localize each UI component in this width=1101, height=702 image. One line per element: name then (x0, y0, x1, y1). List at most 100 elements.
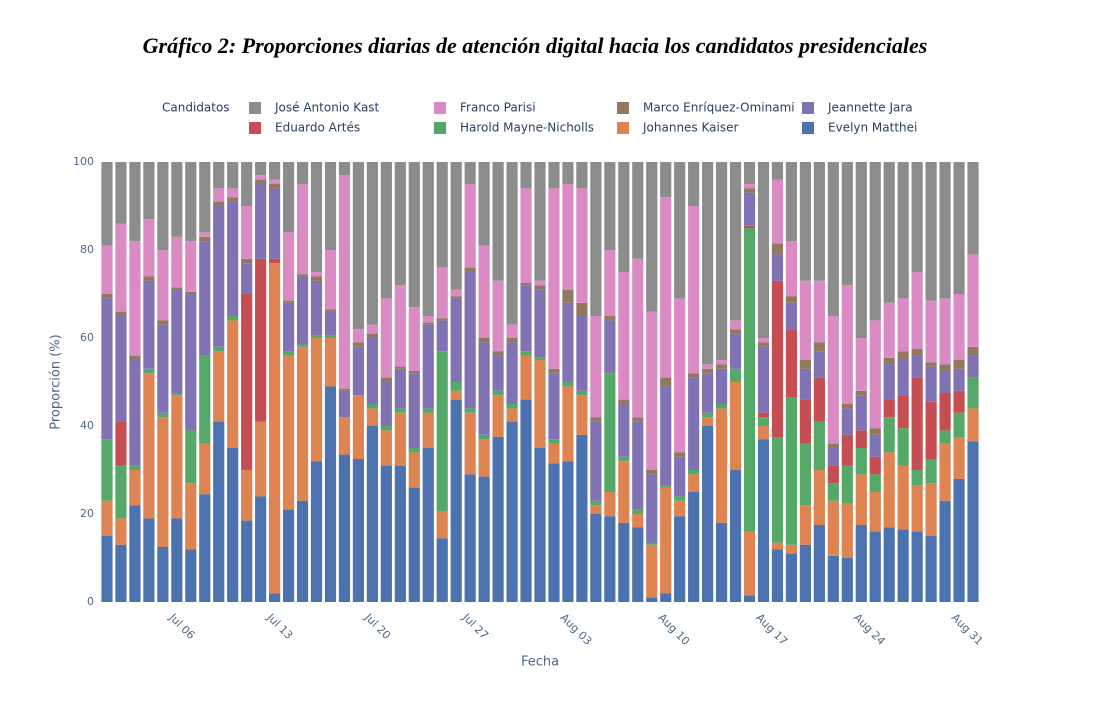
bar-segment (464, 184, 476, 268)
bar-segment (450, 289, 462, 297)
bar-segment (324, 250, 337, 310)
bar-segment (716, 364, 728, 369)
bar-segment (213, 206, 225, 347)
legend-swatch (249, 122, 261, 134)
bar-segment (841, 408, 853, 435)
x-tick-label: Aug 24 (851, 611, 888, 648)
bar-segment (576, 162, 588, 189)
bar-segment (702, 162, 714, 365)
bar-segment (562, 461, 574, 602)
bar-segment (296, 184, 309, 275)
bar-segment (310, 280, 323, 336)
bar-segment (590, 162, 602, 316)
bar-segment (394, 162, 406, 286)
bar-segment (925, 366, 937, 402)
legend-title: Candidatos (162, 101, 230, 115)
bar-segment (674, 500, 686, 517)
bar-segment (604, 516, 616, 602)
bar-segment (925, 536, 937, 602)
bar-segment (757, 417, 770, 426)
bar-segment (296, 500, 309, 602)
bar-segment (883, 357, 895, 365)
bar-segment (771, 280, 784, 437)
bar-segment (171, 393, 183, 396)
bar-segment (827, 448, 839, 466)
bar-segment (478, 338, 490, 343)
bar-segment (702, 373, 714, 413)
bar-segment (967, 162, 979, 255)
bar-segment (716, 408, 728, 523)
bar-segment (562, 289, 574, 303)
bar-segment (101, 245, 113, 294)
bar-segment (743, 595, 756, 602)
bar-segment (925, 483, 937, 536)
bar-segment (478, 439, 490, 477)
bar-segment (897, 395, 909, 429)
bar-segment (241, 294, 253, 470)
bar-segment (269, 162, 281, 180)
bar-segment (911, 349, 923, 356)
bar-segment (925, 300, 937, 363)
bar-segment (185, 430, 197, 484)
bar-segment (716, 522, 728, 602)
bar-segment (366, 162, 378, 325)
bar-segment (185, 291, 197, 294)
y-tick-label: 60 (80, 331, 94, 344)
bar-segment (394, 285, 406, 367)
bar-segment (660, 593, 672, 602)
bar-segment (296, 346, 309, 501)
bar-segment (478, 476, 490, 602)
bar-segment (716, 404, 728, 409)
bar-segment (548, 373, 560, 440)
bar-segment (338, 388, 351, 391)
bar-segment (757, 412, 770, 418)
bar-segment (394, 408, 406, 413)
bar-segment (576, 188, 588, 303)
bar-segment (967, 346, 979, 356)
bar-segment (394, 366, 406, 369)
bar-segment (255, 162, 267, 176)
bar-segment (408, 162, 420, 308)
bar-segment (813, 470, 825, 525)
bar-segment (436, 320, 448, 352)
bar-segment (771, 437, 784, 543)
bar-segment (534, 280, 546, 286)
bar-segment (604, 162, 616, 250)
bar-segment (743, 188, 756, 193)
bar-segment (562, 302, 574, 382)
bar-segment (422, 324, 434, 409)
bar-segment (743, 228, 756, 532)
bar-segment (632, 527, 644, 602)
bar-segment (394, 465, 406, 602)
bar-segment (436, 318, 448, 321)
bar-segment (757, 439, 770, 602)
bar-segment (897, 351, 909, 360)
bar-segment (506, 324, 518, 338)
y-tick-label: 20 (80, 507, 94, 520)
bar-segment (282, 355, 295, 510)
bar-segment (241, 470, 253, 521)
bar-segment (911, 377, 923, 470)
bar-segment (450, 298, 462, 382)
bar-segment (408, 448, 420, 453)
bar-segment (799, 443, 811, 506)
bar-segment (408, 452, 420, 488)
bar-segment (939, 393, 951, 431)
bar-segment (534, 162, 546, 281)
bar-segment (478, 342, 490, 435)
bar-segment (534, 360, 546, 448)
bar-segment (157, 250, 169, 321)
bar-segment (352, 329, 364, 343)
bar-segment (548, 368, 560, 374)
bar-segment (101, 162, 113, 246)
bar-segment (604, 316, 616, 321)
bar-segment (436, 351, 448, 512)
chart-title: Gráfico 2: Proporciones diarias de atenc… (143, 33, 928, 58)
bar-segment (422, 162, 434, 316)
bar-segment (771, 254, 784, 281)
legend-swatch (434, 102, 446, 114)
bar-segment (883, 417, 895, 453)
bar-segment (436, 267, 448, 319)
bar-segment (171, 162, 183, 237)
bar-segment (227, 197, 239, 202)
